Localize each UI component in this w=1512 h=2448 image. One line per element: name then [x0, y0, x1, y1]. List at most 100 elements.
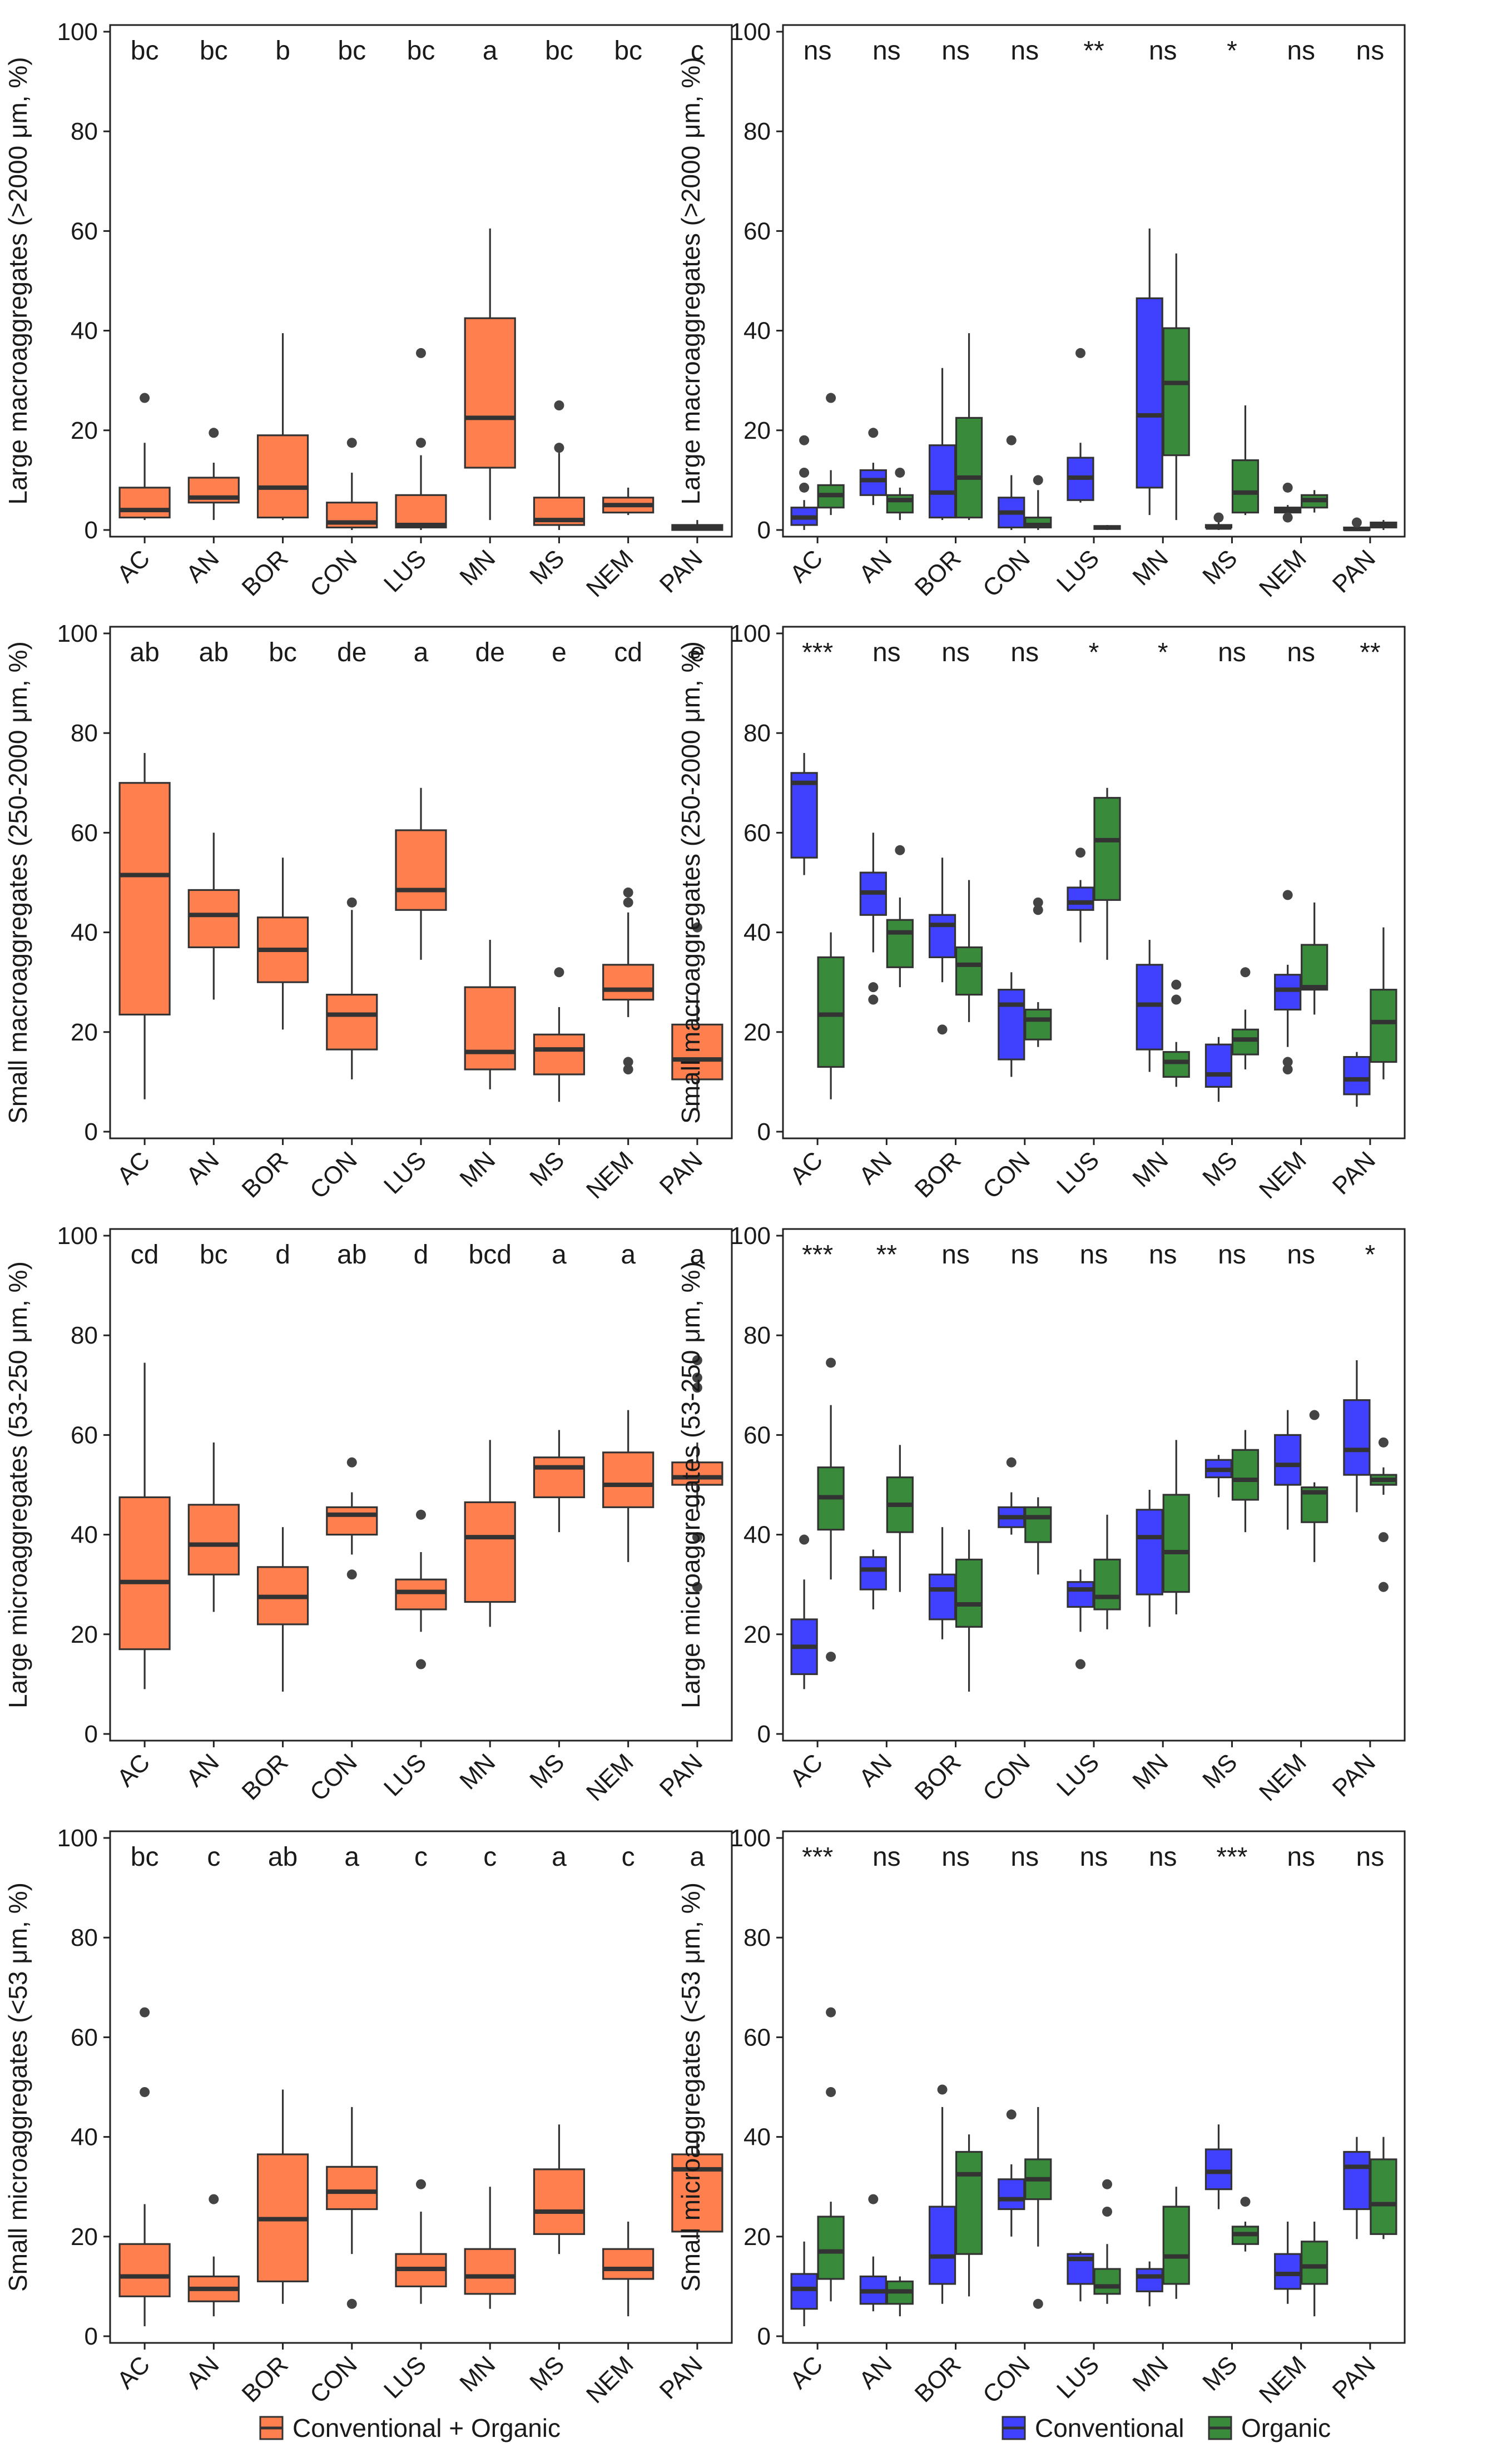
box-iqr [671, 1023, 723, 1081]
significance-label: bc [545, 36, 573, 66]
y-axis-title: Large microaggregates (53-250 μm, %) [676, 1261, 705, 1708]
outlier-point [623, 887, 633, 898]
legend-label-conventional: Conventional [1035, 2414, 1184, 2442]
significance-label: bc [131, 36, 159, 66]
box-nem-conventional [1274, 1410, 1302, 1530]
x-tick-label-pan: PAN [1327, 544, 1381, 598]
legend-label-organic: Organic [1241, 2414, 1331, 2442]
y-tick-label: 20 [71, 1621, 98, 1648]
y-tick-label: 0 [85, 1118, 98, 1146]
significance-label: ** [1083, 36, 1104, 66]
box-iqr [790, 2273, 818, 2310]
box-iqr [395, 829, 447, 911]
box-iqr [1067, 1581, 1094, 1608]
outlier-point [868, 994, 879, 1005]
significance-label: d [275, 1240, 290, 1270]
box-iqr [118, 487, 171, 519]
box-ms-conventional-organic [533, 1430, 586, 1533]
box-iqr [998, 989, 1025, 1061]
box-iqr [1162, 327, 1190, 457]
legend-label-combined: Conventional + Organic [293, 2414, 561, 2442]
x-tick-label-ac: AC [112, 544, 155, 588]
y-tick-label: 100 [730, 1222, 771, 1250]
box-iqr [1301, 2241, 1328, 2285]
outlier-point [209, 428, 219, 438]
legend-right: Conventional Organic [1002, 2414, 1331, 2442]
y-tick-label: 100 [57, 1222, 98, 1250]
x-tick-label-pan: PAN [655, 1748, 708, 1802]
x-tick-label-mn: MN [1127, 2351, 1173, 2397]
panel-small-micro-combined: 0 20 40 60 80 100 Small microaggregates (<53 μ… [3, 1825, 733, 2409]
box-iqr [1024, 1506, 1052, 1543]
box-iqr [1024, 1008, 1052, 1040]
box-nem-conventional [1274, 2221, 1302, 2304]
x-tick-label-nem: NEM [581, 544, 639, 602]
significance-label: a [690, 1240, 705, 1270]
outlier-point [1282, 890, 1293, 900]
box-iqr [817, 956, 845, 1068]
x-tick-label-bor: BOR [910, 1146, 966, 1203]
significance-label: *** [802, 1842, 833, 1872]
outlier-point [826, 2007, 836, 2018]
box-pan-conventional [1343, 1052, 1371, 1107]
significance-label: bcd [469, 1240, 512, 1270]
box-iqr [928, 1573, 956, 1621]
box-nem-conventional-organic [602, 487, 655, 516]
outlier-point [623, 1064, 633, 1074]
significance-label: a [552, 1240, 567, 1270]
x-tick-label-pan: PAN [655, 544, 708, 598]
box-iqr [1231, 1449, 1260, 1501]
outlier-point [623, 897, 633, 908]
box-bor-conventional [928, 1527, 956, 1639]
box-iqr [1093, 797, 1121, 901]
significance-label: ** [876, 1240, 897, 1270]
outlier-point [346, 1457, 357, 1468]
box-iqr [1274, 2253, 1302, 2290]
significance-label: *** [802, 638, 833, 667]
outlier-point [937, 2084, 948, 2095]
y-tick-label: 60 [743, 217, 771, 245]
box-ac-conventional [790, 753, 818, 875]
box-lus-conventional [1067, 2251, 1094, 2302]
y-tick-label: 0 [85, 1721, 98, 1748]
x-tick-label-an: AN [854, 1146, 898, 1190]
significance-label: bc [614, 36, 642, 66]
outlier-point [1282, 1057, 1293, 1067]
box-con-conventional [998, 1457, 1025, 1535]
box-ms-conventional-organic [533, 400, 586, 530]
y-axis-title: Large microaggregates (53-250 μm, %) [3, 1261, 32, 1708]
box-con-conventional-organic [326, 1457, 378, 1580]
y-tick-label: 100 [730, 620, 771, 647]
significance-label: ns [873, 638, 901, 667]
box-mn-organic [1162, 979, 1190, 1087]
box-lus-conventional [1067, 348, 1094, 503]
significance-label: ns [941, 36, 970, 66]
outlier-point [1171, 994, 1182, 1005]
outlier-point [1378, 1532, 1389, 1543]
box-iqr [886, 494, 914, 514]
outlier-point [692, 1582, 702, 1592]
box-pan-conventional-organic [671, 922, 723, 1109]
x-tick-label-mn: MN [1127, 1748, 1173, 1795]
box-iqr [928, 914, 956, 958]
x-tick-label-ac: AC [112, 1748, 155, 1792]
box-ms-conventional-organic [533, 967, 586, 1102]
significance-label: bc [200, 36, 228, 66]
box-pan-conventional-organic [671, 520, 723, 531]
box-iqr [602, 964, 655, 1001]
x-tick-label-con: CON [305, 544, 363, 602]
significance-label: cd [614, 638, 642, 667]
y-tick-label: 80 [743, 1924, 771, 1951]
box-bor-conventional-organic [256, 1527, 309, 1692]
box-pan-conventional [1343, 2137, 1371, 2239]
outlier-point [416, 1509, 426, 1520]
x-tick-label-lus: LUS [379, 544, 432, 597]
box-bor-conventional [928, 368, 956, 521]
significance-label: de [475, 638, 505, 667]
x-tick-label-ac: AC [785, 2351, 828, 2394]
outlier-point [1102, 2179, 1112, 2189]
x-tick-label-an: AN [854, 2351, 898, 2394]
y-tick-label: 20 [71, 417, 98, 444]
box-nem-conventional [1274, 482, 1302, 523]
outlier-point [416, 2179, 426, 2189]
